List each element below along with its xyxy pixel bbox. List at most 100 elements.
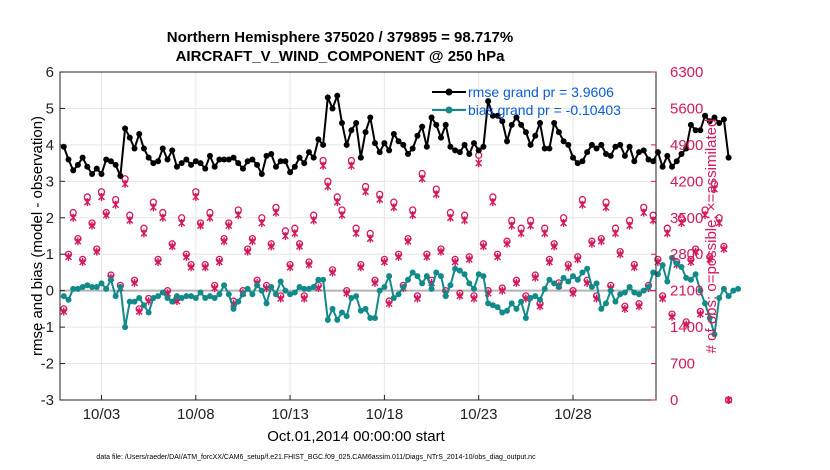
obs-assimilated-marker xyxy=(479,242,487,251)
obs-assimilated-marker xyxy=(102,211,110,220)
rmse-point xyxy=(612,143,619,150)
obs-assimilated-marker xyxy=(371,278,379,287)
rmse-point xyxy=(447,143,454,150)
x-axis: 10/03 10/08 10/13 10/18 10/23 10/28 xyxy=(83,395,592,423)
bias-point xyxy=(206,293,213,300)
bias-point xyxy=(79,284,86,291)
obs-assimilated-marker xyxy=(380,258,388,267)
rmse-point xyxy=(513,114,520,121)
bias-point xyxy=(390,294,397,301)
y2-tick-label: 6300 xyxy=(670,64,703,81)
bias-point xyxy=(442,293,449,300)
rmse-point xyxy=(301,160,308,167)
rmse-point xyxy=(192,158,199,165)
y2-tick-label: 700 xyxy=(670,356,695,373)
bias-point xyxy=(305,285,312,292)
obs-assimilated-marker xyxy=(74,237,82,246)
rmse-point xyxy=(456,149,463,156)
obs-assimilated-marker xyxy=(225,221,233,230)
obs-assimilated-marker xyxy=(682,320,690,329)
obs-assimilated-marker xyxy=(258,218,266,227)
obs-assimilated-marker xyxy=(135,307,143,316)
rmse-point xyxy=(117,172,124,179)
rmse-point xyxy=(74,161,81,168)
rmse-point xyxy=(400,141,407,148)
rmse-point xyxy=(235,160,242,167)
rmse-point xyxy=(263,152,270,159)
obs-assimilated-marker xyxy=(131,278,138,287)
rmse-point xyxy=(645,156,652,163)
bias-point xyxy=(230,305,237,312)
y-tick-label: 6 xyxy=(46,64,54,81)
bias-point xyxy=(178,294,185,301)
obs-assimilated-marker xyxy=(541,229,549,238)
rmse-point xyxy=(155,158,162,165)
bias-point xyxy=(282,287,289,294)
obs-assimilated-marker xyxy=(621,304,629,313)
rmse-point xyxy=(178,160,185,167)
obs-assimilated-marker xyxy=(93,247,101,256)
rmse-point xyxy=(126,134,133,141)
y2-tick-label: 3500 xyxy=(670,210,703,227)
rmse-point xyxy=(343,141,350,148)
y2-tick-label: 0 xyxy=(670,392,678,409)
data-file-footnote: data file: /Users/raeder/DAI/ATM_forcXX/… xyxy=(96,454,536,461)
rmse-point xyxy=(296,154,303,161)
obs-assimilated-marker xyxy=(168,242,176,251)
y-tick-label: -3 xyxy=(41,392,54,409)
obs-assimilated-marker xyxy=(197,221,205,230)
bias-point xyxy=(216,291,223,298)
rmse-point xyxy=(617,141,624,148)
obs-assimilated-marker xyxy=(220,237,228,246)
bias-point xyxy=(357,307,364,314)
bias-point xyxy=(551,280,558,287)
obs-assimilated-marker xyxy=(69,213,77,222)
obs-assimilated-marker xyxy=(611,229,619,238)
bias-point xyxy=(659,262,666,269)
obs-assimilated-marker xyxy=(305,260,313,269)
rmse-point xyxy=(437,134,444,141)
bias-point xyxy=(532,293,539,300)
bias-point xyxy=(254,282,261,289)
obs-assimilated-marker xyxy=(187,263,195,272)
bias-point xyxy=(664,278,671,285)
rmse-point xyxy=(371,140,378,147)
rmse-point xyxy=(107,158,114,165)
bias-point xyxy=(697,287,704,294)
bias-point xyxy=(239,291,246,298)
bias-point xyxy=(683,274,690,281)
rmse-point xyxy=(588,141,595,148)
bias-point xyxy=(65,296,72,303)
rmse-point xyxy=(551,120,558,127)
bias-point xyxy=(376,287,383,294)
rmse-point xyxy=(390,130,397,137)
bias-point xyxy=(334,316,341,323)
bias-point xyxy=(320,276,327,283)
rmse-point xyxy=(475,147,482,154)
rmse-point xyxy=(131,145,138,152)
rmse-point xyxy=(404,151,411,157)
rmse-point xyxy=(329,105,336,112)
y-tick-label: -2 xyxy=(41,356,54,373)
rmse-point xyxy=(244,158,251,165)
rmse-point xyxy=(706,118,713,125)
obs-assimilated-marker xyxy=(64,252,72,261)
bias-point xyxy=(277,278,284,285)
bias-point xyxy=(489,302,496,309)
x-tick-label: 10/18 xyxy=(366,406,404,423)
y-tick-label: 0 xyxy=(46,283,54,300)
obs-assimilated-marker xyxy=(569,289,577,298)
y-axis-right: 0 700 1400 2100 2800 3500 4200 4900 5600 6300 xyxy=(651,64,703,409)
rmse-point xyxy=(216,156,223,163)
y-tick-label: 3 xyxy=(46,173,54,190)
obs-assimilated-marker xyxy=(527,221,535,230)
obs-assimilated-marker xyxy=(390,203,398,212)
obs-assimilated-marker xyxy=(248,237,256,246)
obs-assimilated-marker xyxy=(277,294,285,303)
bias-point xyxy=(84,282,91,289)
obs-assimilated-marker xyxy=(461,216,469,225)
y2-tick-label: 5600 xyxy=(670,100,703,117)
bias-point xyxy=(673,260,680,267)
bias-point xyxy=(107,276,114,283)
